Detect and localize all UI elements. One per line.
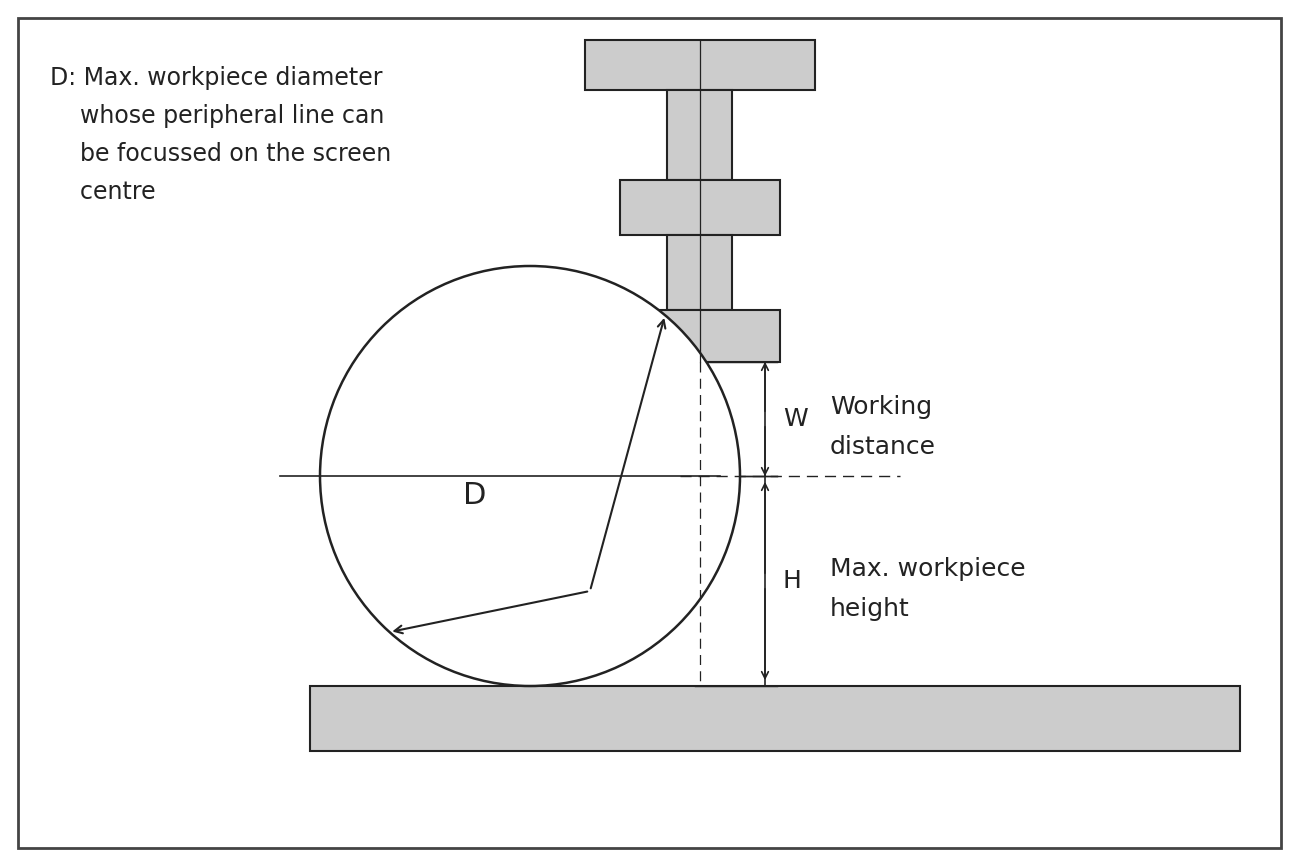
Text: D: Max. workpiece diameter: D: Max. workpiece diameter (49, 66, 382, 90)
Text: centre: centre (49, 180, 156, 204)
Bar (620, 180, 779, 235)
Text: distance: distance (830, 435, 937, 459)
Text: D: D (464, 481, 487, 510)
Bar (668, 235, 733, 310)
Text: W: W (783, 407, 808, 431)
Circle shape (320, 266, 740, 686)
Bar (585, 40, 814, 90)
Text: Working: Working (830, 395, 933, 419)
Bar (310, 686, 1241, 751)
Text: Max. workpiece: Max. workpiece (830, 557, 1026, 581)
Text: whose peripheral line can: whose peripheral line can (49, 104, 385, 128)
Text: height: height (830, 597, 909, 621)
Bar (668, 90, 733, 180)
Text: be focussed on the screen: be focussed on the screen (49, 142, 391, 166)
Bar (620, 310, 779, 362)
Text: H: H (783, 569, 801, 593)
